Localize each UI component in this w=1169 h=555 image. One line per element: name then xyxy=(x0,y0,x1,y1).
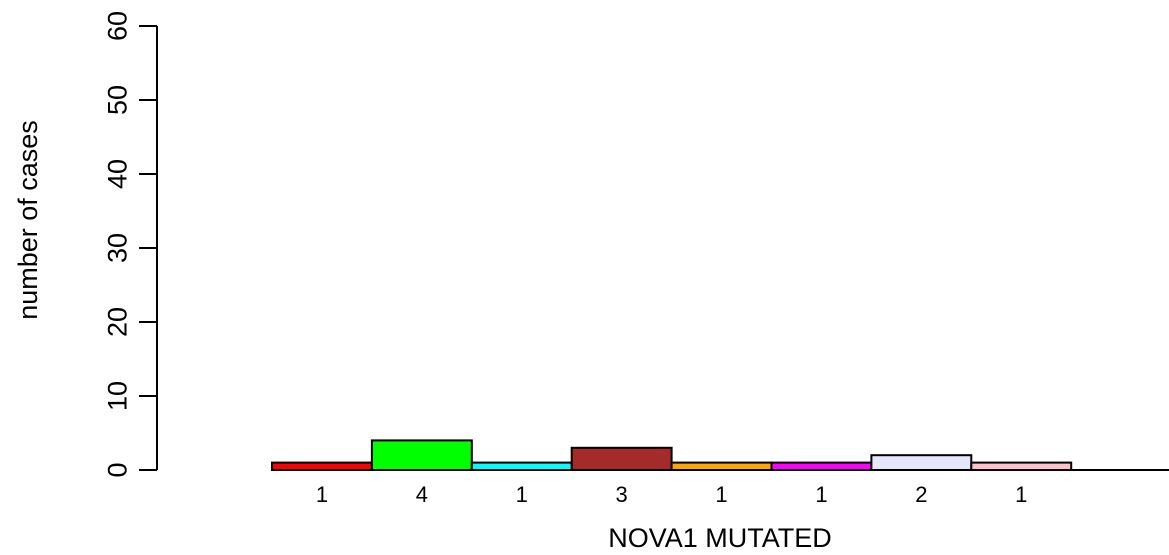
bar-value-label: 4 xyxy=(416,482,428,507)
bar xyxy=(970,461,1073,472)
bar xyxy=(570,446,673,471)
bar xyxy=(470,461,573,472)
bar xyxy=(370,439,473,471)
bar-value-label: 3 xyxy=(616,482,628,507)
bars xyxy=(271,439,1073,472)
bar xyxy=(770,461,873,472)
x-axis-label: NOVA1 MUTATED xyxy=(608,523,832,553)
y-tick-label: 40 xyxy=(102,159,132,189)
y-tick-label: 0 xyxy=(102,462,132,477)
bar-value-label: 1 xyxy=(516,482,528,507)
y-tick-label: 50 xyxy=(102,85,132,115)
y-axis: 0 10 20 30 40 50 60 xyxy=(102,11,158,478)
y-tick-label: 20 xyxy=(102,307,132,337)
bar xyxy=(870,454,973,472)
y-tick-label: 10 xyxy=(102,381,132,411)
bar-value-label: 1 xyxy=(1015,482,1027,507)
y-tick-label: 60 xyxy=(102,11,132,41)
bar-value-label: 1 xyxy=(316,482,328,507)
y-tick-label: 30 xyxy=(102,233,132,263)
bar-value-label: 2 xyxy=(915,482,927,507)
bar xyxy=(271,461,373,472)
y-axis-label: number of cases xyxy=(13,120,43,320)
bar-value-label: 1 xyxy=(715,482,727,507)
bar-value-label: 1 xyxy=(815,482,827,507)
bar-labels: 1 4 1 3 1 1 2 1 xyxy=(316,482,1028,507)
bar xyxy=(670,461,773,472)
